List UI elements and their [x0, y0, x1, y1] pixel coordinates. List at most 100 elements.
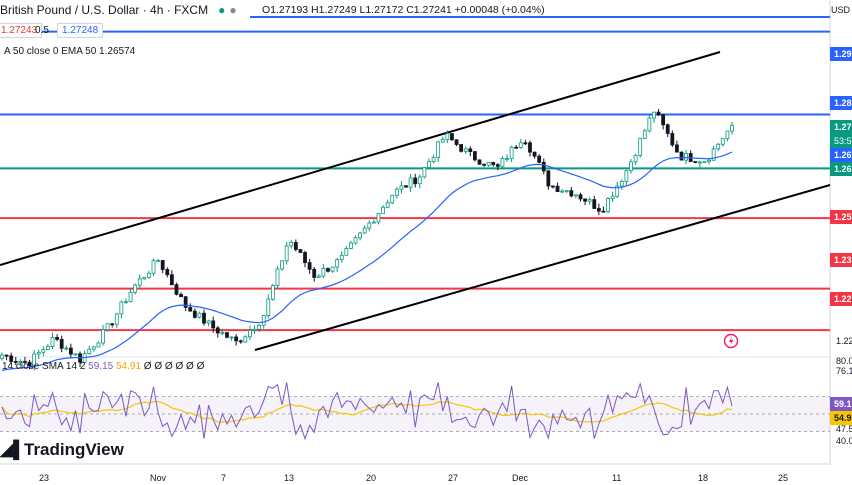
candle-body — [280, 260, 284, 270]
candle-body — [381, 206, 385, 214]
candle-body — [390, 194, 395, 204]
candle-body — [344, 248, 349, 256]
candle-body — [169, 274, 174, 286]
candle-body — [376, 213, 381, 223]
candle-body — [500, 158, 505, 167]
candle-body — [307, 262, 312, 270]
time-label-20: 20 — [366, 473, 377, 483]
candle-body — [9, 355, 14, 362]
candle-body — [215, 327, 220, 334]
red-level-tag-1: 1.25 — [830, 210, 852, 224]
candle-body — [404, 185, 408, 188]
candle-body — [642, 130, 647, 139]
candle-body — [119, 301, 124, 315]
time-label-13: 13 — [284, 473, 295, 483]
green-level-tag: 1.26 — [830, 162, 852, 176]
time-label-nov: Nov — [150, 473, 167, 483]
candle-body — [615, 185, 620, 197]
candle-body — [371, 221, 376, 224]
candle-body — [261, 315, 266, 326]
candle-body — [68, 347, 73, 355]
candle-body — [298, 249, 303, 253]
time-label-25: 25 — [778, 473, 789, 483]
candle-body — [514, 146, 519, 149]
candle-body — [312, 268, 317, 278]
candle-body — [234, 336, 239, 342]
candle-body — [670, 133, 675, 146]
ohlc-readout: O1.27193 H1.27249 L1.27172 C1.27241 +0.0… — [262, 4, 545, 16]
candle-body — [339, 254, 344, 261]
rsi-sma-tag: 54.9 — [830, 411, 852, 425]
candle-body — [13, 361, 18, 363]
candle-body — [326, 268, 330, 272]
candle-body — [463, 148, 468, 152]
candle-body — [606, 198, 610, 212]
candle-body — [91, 346, 96, 350]
candle-body — [578, 194, 583, 200]
candle-body — [27, 361, 32, 367]
candle-body — [702, 161, 707, 164]
candle-body — [707, 159, 711, 163]
candle-body — [528, 142, 532, 153]
candle-body — [619, 180, 624, 187]
candle-body — [537, 155, 542, 163]
buy-button[interactable]: 1.27248 — [57, 23, 104, 38]
candle-body — [693, 161, 698, 163]
candle-body — [413, 177, 418, 185]
candle-body — [440, 139, 445, 143]
spread-value: 0.5 — [35, 25, 49, 36]
candle-body — [408, 177, 413, 188]
candle-body — [592, 199, 597, 209]
channel-upper — [0, 51, 721, 266]
candle-body — [427, 161, 431, 168]
ema-legend[interactable]: A 50 close 0 EMA 50 1.26574 — [4, 46, 136, 57]
sell-button[interactable]: 1.27243 — [0, 23, 43, 38]
rsi-axis-76: 76.1 — [836, 366, 852, 376]
candle-body — [486, 161, 491, 166]
candle-body — [55, 337, 59, 340]
candle-body — [243, 336, 248, 343]
candle-body — [257, 324, 262, 330]
candle-body — [422, 167, 427, 178]
candle-body — [4, 354, 9, 357]
candle-body — [18, 360, 23, 363]
channel-lower — [254, 184, 831, 351]
candle-body — [720, 138, 725, 145]
rsi-legend[interactable]: 14 close SMA 14 2 59.15 54.91 Ø Ø Ø Ø Ø … — [2, 361, 205, 372]
candle-body — [459, 144, 464, 152]
candle-body — [546, 170, 551, 187]
candle-body — [551, 185, 555, 188]
candle-body — [197, 312, 202, 318]
candle-body — [147, 272, 151, 278]
rsi-line — [1, 381, 733, 441]
candle-body — [160, 260, 165, 270]
candle-body — [289, 242, 294, 247]
candle-body — [436, 141, 441, 158]
candle-body — [124, 301, 128, 304]
time-label-23: 23 — [39, 473, 50, 483]
candle-body — [367, 222, 372, 229]
candle-body — [156, 260, 161, 262]
rsi-sma-line — [1, 400, 733, 423]
candle-body — [541, 161, 546, 172]
candle-body — [555, 185, 560, 193]
candle-body — [316, 275, 321, 278]
time-label-dec: Dec — [512, 473, 529, 483]
candle-body — [137, 278, 142, 286]
candle-body — [587, 199, 592, 202]
candle-body — [495, 164, 500, 167]
candle-body — [399, 185, 404, 190]
rsi-axis-47: 47.5 — [836, 424, 852, 434]
tradingview-logo[interactable]: ◢▌TradingView — [0, 440, 124, 459]
candle-body — [417, 176, 422, 185]
alert-icon[interactable] — [723, 333, 739, 349]
candle-body — [679, 151, 684, 161]
candle-body — [505, 158, 509, 160]
candle-body — [110, 323, 115, 326]
candle-body — [656, 111, 661, 116]
candle-body — [46, 345, 50, 350]
symbol-title[interactable]: British Pound / U.S. Dollar · 4h · FXCM ●… — [0, 3, 237, 17]
candle-body — [0, 354, 4, 359]
candle-body — [87, 348, 92, 355]
